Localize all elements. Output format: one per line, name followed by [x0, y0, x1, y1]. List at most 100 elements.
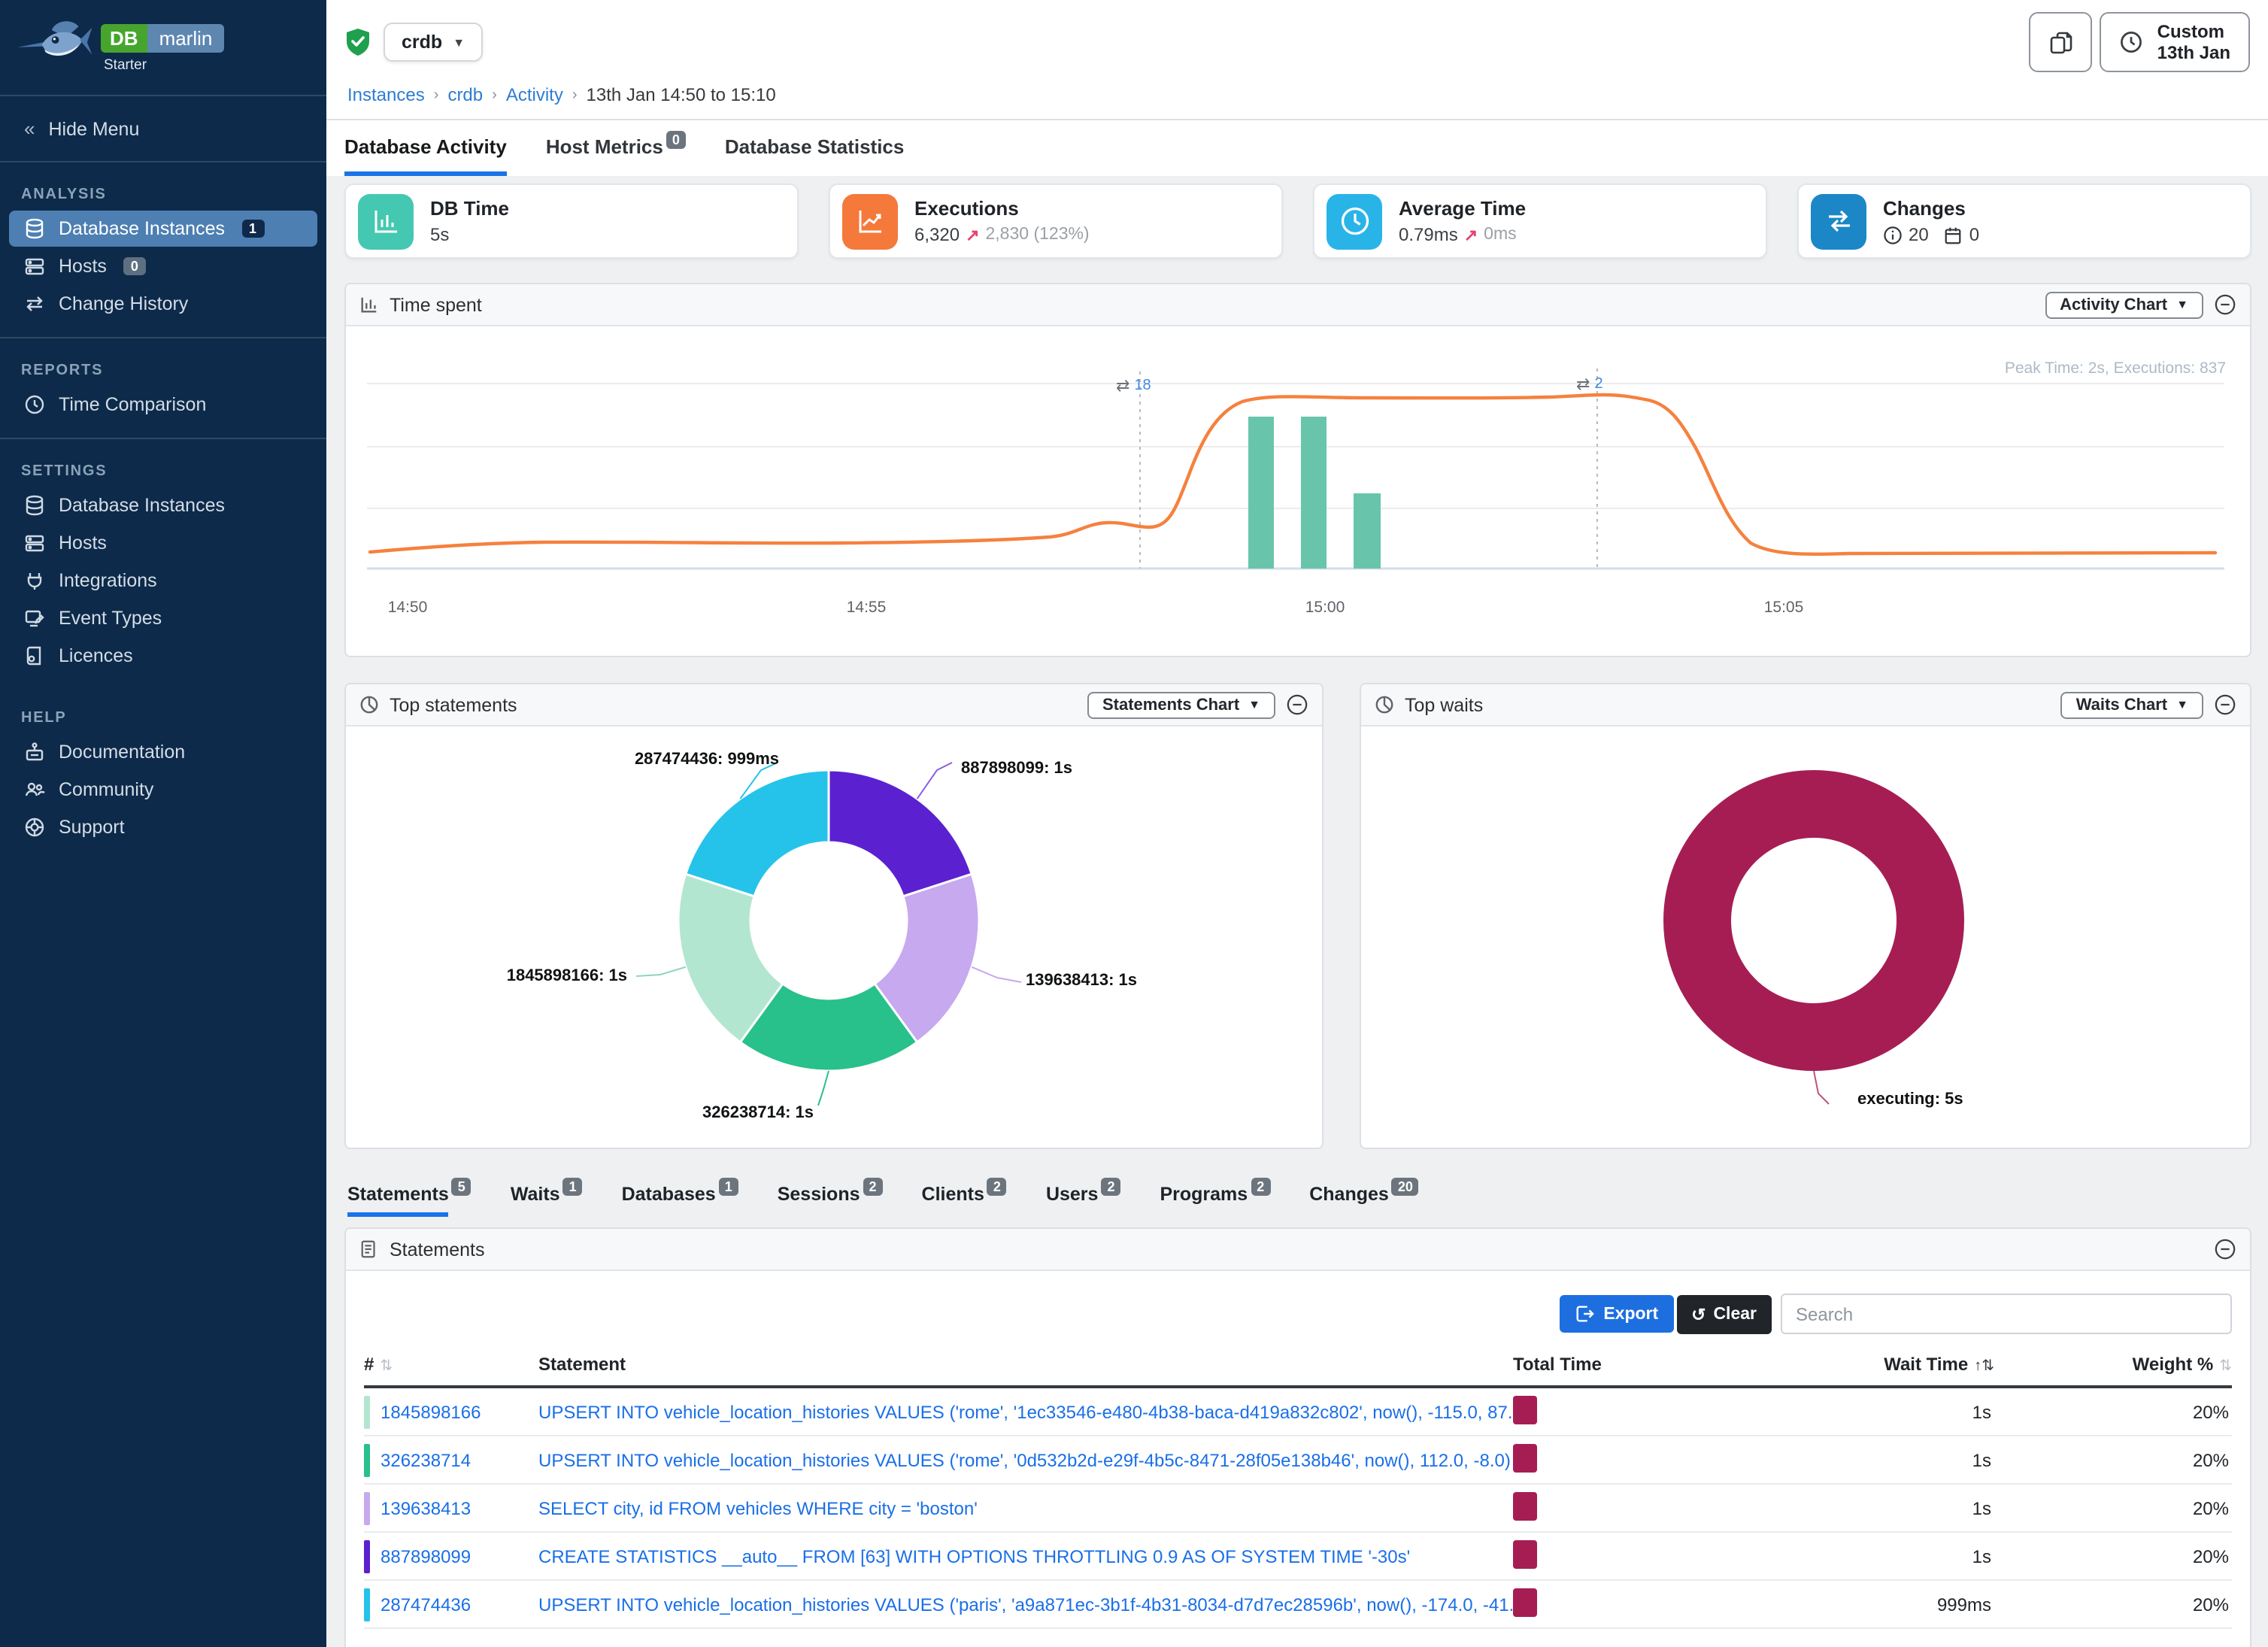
- copy-button[interactable]: [2029, 12, 2093, 72]
- change-marker[interactable]: ⇄ 18: [1116, 378, 1151, 396]
- collapse-panel-button[interactable]: [2214, 693, 2236, 716]
- donut-slice-887898099[interactable]: [827, 769, 974, 898]
- collapse-panel-button[interactable]: [2214, 293, 2236, 316]
- statements-panel-header: Statements: [346, 1229, 2250, 1271]
- export-button[interactable]: Export: [1560, 1295, 1674, 1333]
- brand-logo[interactable]: DB marlin Starter: [0, 0, 326, 89]
- change-marker[interactable]: ⇄ 2: [1576, 376, 1603, 394]
- sidebar-item-change-history[interactable]: Change History: [9, 286, 317, 322]
- executions-bar[interactable]: [1248, 417, 1274, 569]
- statement-id-link[interactable]: 887898099: [381, 1545, 471, 1567]
- table-row[interactable]: 326238714 UPSERT INTO vehicle_location_h…: [364, 1436, 2232, 1485]
- instance-selector[interactable]: crdb ▼: [384, 23, 484, 62]
- clear-button[interactable]: ↺ Clear: [1676, 1294, 1772, 1333]
- sidebar-item-integrations[interactable]: Integrations: [9, 563, 317, 599]
- life-ring-icon: [25, 817, 44, 837]
- search-input[interactable]: [1781, 1294, 2232, 1334]
- card-value: 6,320 ↗ 2,830 (123%): [914, 224, 1090, 245]
- sidebar-item-database-instances[interactable]: Database Instances 1: [9, 211, 317, 247]
- statements-donut-chart: 887898099: 1s 139638413: 1s 326238714: 1…: [346, 726, 1322, 1148]
- table-row[interactable]: 1845898166 UPSERT INTO vehicle_location_…: [364, 1388, 2232, 1436]
- tab-users[interactable]: Users 2: [1046, 1178, 1121, 1227]
- tab-changes[interactable]: Changes 20: [1309, 1178, 1419, 1227]
- statement-id-link[interactable]: 1845898166: [381, 1401, 481, 1422]
- statement-id-link[interactable]: 287474436: [381, 1594, 471, 1615]
- statement-color-tick: [364, 1588, 370, 1621]
- executions-bar[interactable]: [1301, 417, 1327, 569]
- statement-id-link[interactable]: 326238714: [381, 1449, 471, 1470]
- sidebar-item-support[interactable]: Support: [9, 809, 317, 845]
- sidebar-item-event-types[interactable]: Event Types: [9, 600, 317, 636]
- statement-id-link[interactable]: 139638413: [381, 1497, 471, 1518]
- tab-statements[interactable]: Statements 5: [347, 1178, 471, 1227]
- tab-host-metrics[interactable]: Host Metrics 0: [546, 131, 686, 176]
- statements-chart-dropdown[interactable]: Statements Chart ▼: [1087, 691, 1275, 718]
- column-weight[interactable]: Weight % ⇅: [2132, 1354, 2232, 1375]
- sidebar-item-settings-hosts[interactable]: Hosts: [9, 525, 317, 561]
- top-statements-panel: Top statements Statements Chart ▼: [344, 683, 1324, 1149]
- tab-clients[interactable]: Clients 2: [922, 1178, 1007, 1227]
- hide-menu-button[interactable]: « Hide Menu: [24, 117, 140, 140]
- chevron-down-icon: ▼: [453, 35, 465, 49]
- column-num[interactable]: # ⇅: [364, 1354, 393, 1375]
- swap-arrows-icon: [1811, 193, 1866, 249]
- waits-chart-dropdown[interactable]: Waits Chart ▼: [2060, 691, 2203, 718]
- sidebar-item-settings-database-instances[interactable]: Database Instances: [9, 487, 317, 523]
- sidebar-item-licences[interactable]: Licences: [9, 638, 317, 674]
- statement-link[interactable]: CREATE STATISTICS __auto__ FROM [63] WIT…: [538, 1545, 1411, 1567]
- statement-link[interactable]: UPSERT INTO vehicle_location_histories V…: [538, 1401, 1513, 1422]
- column-total-time[interactable]: Total Time: [1513, 1354, 1602, 1375]
- statement-link[interactable]: UPSERT INTO vehicle_location_histories V…: [538, 1449, 1511, 1470]
- time-range-button[interactable]: Custom 13th Jan: [2100, 12, 2250, 72]
- donut-slice-executing[interactable]: [1663, 770, 1964, 1071]
- statement-link[interactable]: UPSERT INTO vehicle_location_histories V…: [538, 1594, 1513, 1615]
- table-row[interactable]: 139638413 SELECT city, id FROM vehicles …: [364, 1485, 2232, 1533]
- donut-slice-1845898166[interactable]: [677, 872, 784, 1044]
- main-area: crdb ▼ Custom 13th Jan: [326, 0, 2268, 1647]
- info-icon[interactable]: [1883, 225, 1903, 244]
- calendar-icon[interactable]: [1944, 225, 1963, 244]
- detail-tabs: Statements 5 Waits 1 Databases 1 Sessions 2 …: [344, 1170, 2251, 1227]
- x-tick: 15:00: [1305, 599, 1345, 616]
- sidebar-item-documentation[interactable]: Documentation: [9, 734, 317, 770]
- total-time-bar: [1513, 1395, 1537, 1424]
- column-wait-time[interactable]: Wait Time ↑⇅: [1884, 1354, 1994, 1375]
- clock-icon: [2121, 32, 2142, 53]
- undo-icon: ↺: [1691, 1306, 1706, 1324]
- sidebar-item-community[interactable]: Community: [9, 772, 317, 808]
- column-statement[interactable]: Statement: [538, 1354, 626, 1375]
- donut-slice-287474436[interactable]: [684, 769, 830, 898]
- collapse-panel-button[interactable]: [2214, 1238, 2236, 1260]
- statement-color-tick: [364, 1539, 370, 1573]
- tab-database-activity[interactable]: Database Activity: [344, 135, 507, 176]
- sidebar-item-hosts[interactable]: Hosts 0: [9, 248, 317, 284]
- time-spent-chart[interactable]: 14:50 14:55 15:00 15:05 Peak Time: 2s, E…: [346, 326, 2250, 656]
- breadcrumb-instances[interactable]: Instances: [347, 84, 425, 105]
- tab-programs[interactable]: Programs 2: [1160, 1178, 1271, 1227]
- tab-database-statistics[interactable]: Database Statistics: [724, 135, 905, 158]
- statement-link[interactable]: SELECT city, id FROM vehicles WHERE city…: [538, 1497, 978, 1518]
- card-db-time: DB Time 5s: [344, 184, 799, 259]
- table-row[interactable]: 887898099 CREATE STATISTICS __auto__ FRO…: [364, 1533, 2232, 1581]
- db-time-line: [368, 393, 2218, 557]
- chevron-down-icon: ▼: [2176, 698, 2188, 711]
- executions-bar[interactable]: [1354, 493, 1381, 569]
- activity-chart-dropdown[interactable]: Activity Chart ▼: [2045, 291, 2203, 318]
- section-title-analysis: ANALYSIS: [21, 187, 107, 203]
- top-bar: crdb ▼ Custom 13th Jan: [326, 0, 2268, 120]
- donut-slice-326238714[interactable]: [738, 982, 919, 1072]
- statement-color-tick: [364, 1491, 370, 1524]
- collapse-panel-button[interactable]: [1286, 693, 1308, 716]
- donut-slice-139638413[interactable]: [873, 872, 981, 1044]
- tab-sessions[interactable]: Sessions 2: [778, 1178, 883, 1227]
- breadcrumb-crdb[interactable]: crdb: [447, 84, 484, 105]
- breadcrumb-activity[interactable]: Activity: [505, 84, 563, 105]
- tab-databases[interactable]: Databases 1: [622, 1178, 738, 1227]
- content: DB Time 5s Executions 6,320 ↗ 2,830 (123…: [326, 176, 2268, 1647]
- table-row[interactable]: 287474436 UPSERT INTO vehicle_location_h…: [364, 1581, 2232, 1629]
- card-delta: 2,830 (123%): [985, 226, 1090, 244]
- clock-icon: [1327, 193, 1382, 249]
- tab-waits[interactable]: Waits 1: [511, 1178, 583, 1227]
- sidebar-item-time-comparison[interactable]: Time Comparison: [9, 387, 317, 423]
- donut-label: executing: 5s: [1857, 1090, 1963, 1109]
